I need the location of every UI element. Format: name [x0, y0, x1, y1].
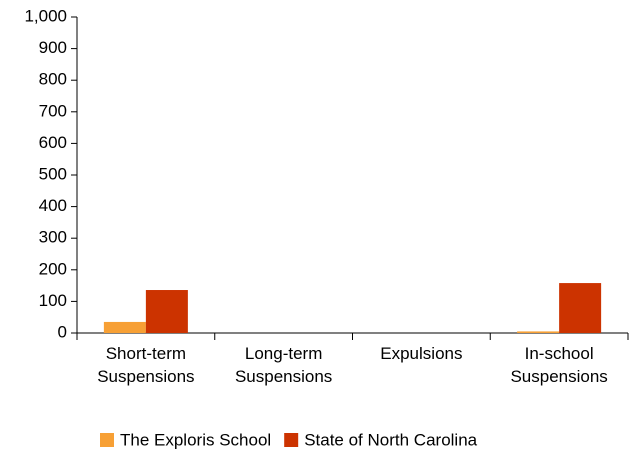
- y-tick-label: 300: [39, 228, 67, 247]
- x-tick-label-line: Short-term: [106, 344, 186, 363]
- legend-swatch: [100, 433, 114, 447]
- x-tick-label: Long-term Suspensions: [235, 344, 332, 386]
- bar: [517, 331, 560, 333]
- legend-swatch: [284, 433, 299, 447]
- y-tick-label: 700: [39, 101, 67, 120]
- y-tick-label: 800: [39, 70, 67, 89]
- x-tick-label-line: Expulsions: [380, 344, 462, 363]
- y-tick-label: 200: [39, 259, 67, 278]
- y-tick-label: 100: [39, 291, 67, 310]
- x-tick-label-line: In-school: [525, 344, 594, 363]
- y-tick-label: 400: [39, 196, 67, 215]
- y-tick-label: 900: [39, 38, 67, 57]
- x-tick-label: In-school Suspensions: [510, 344, 607, 386]
- x-tick-label-line: Suspensions: [97, 367, 194, 386]
- bar: [145, 290, 188, 333]
- y-tick-label: 500: [39, 164, 67, 183]
- y-tick-label: 1,000: [24, 6, 67, 25]
- x-tick-label-line: Suspensions: [235, 367, 332, 386]
- x-tick-label-line: Long-term: [245, 344, 322, 363]
- x-tick-label-line: Suspensions: [510, 367, 607, 386]
- bar: [103, 321, 146, 333]
- legend-label: State of North Carolina: [304, 430, 477, 449]
- y-tick-label: 0: [58, 322, 67, 341]
- x-tick-label: Expulsions: [380, 344, 462, 363]
- y-tick-label: 600: [39, 133, 67, 152]
- x-tick-label: Short-term Suspensions: [97, 344, 194, 386]
- bar: [559, 283, 602, 333]
- legend-label: The Exploris School: [120, 430, 271, 449]
